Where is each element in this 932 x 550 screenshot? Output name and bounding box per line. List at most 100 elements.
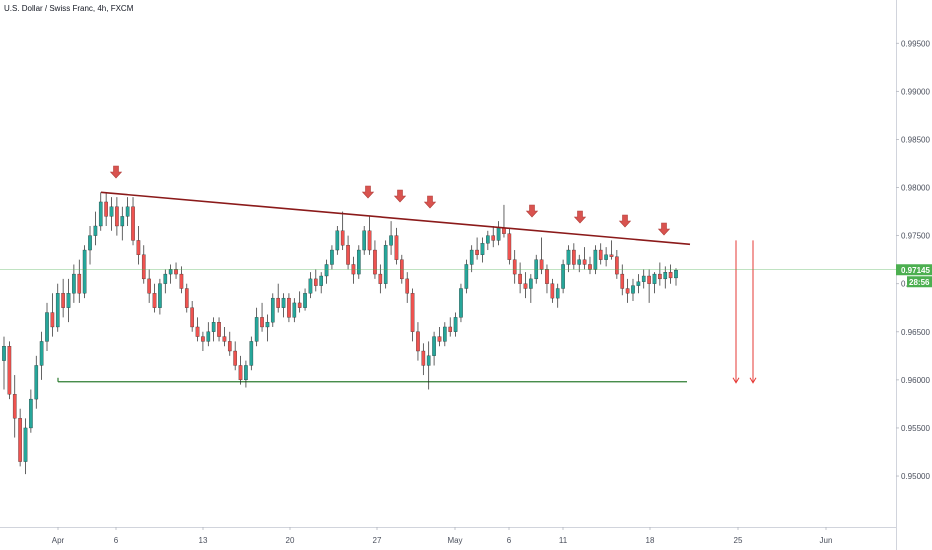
time-tick-label: 18 xyxy=(646,536,655,545)
candle xyxy=(383,240,388,289)
current-price-tag: 0.97145 xyxy=(896,264,932,276)
candle xyxy=(625,278,630,303)
candle xyxy=(550,278,555,303)
candle xyxy=(292,298,297,323)
candle xyxy=(362,225,367,255)
candle xyxy=(346,235,350,270)
candle xyxy=(45,302,49,352)
price-axis[interactable]: 0.995000.990000.985000.980000.975000.970… xyxy=(896,39,930,481)
candle xyxy=(39,331,44,380)
candle xyxy=(459,283,463,323)
candle xyxy=(72,264,76,303)
candle xyxy=(195,317,200,342)
annotations xyxy=(100,165,757,384)
resistance-line[interactable] xyxy=(100,191,691,246)
candle xyxy=(287,293,291,323)
candle xyxy=(668,264,673,284)
candle xyxy=(389,221,393,255)
candle xyxy=(518,262,522,294)
candle xyxy=(448,317,453,337)
candle xyxy=(93,211,98,246)
candle xyxy=(647,269,651,303)
candle xyxy=(104,192,108,226)
candle xyxy=(410,288,415,342)
candle xyxy=(270,293,275,327)
candle xyxy=(373,240,377,279)
candle xyxy=(238,355,243,385)
time-tick-label: Apr xyxy=(52,536,65,545)
candle xyxy=(29,389,33,433)
time-tick-label: 6 xyxy=(114,536,119,545)
candle xyxy=(330,245,334,270)
candle xyxy=(480,237,485,263)
candle xyxy=(416,322,420,361)
candle xyxy=(405,272,410,303)
candle xyxy=(222,326,227,347)
peak-marker-icon xyxy=(573,210,587,224)
candle xyxy=(577,254,582,273)
candle xyxy=(539,237,544,275)
candle xyxy=(55,283,60,332)
candle xyxy=(297,291,302,313)
candle xyxy=(125,197,130,226)
candle xyxy=(77,259,82,303)
candle xyxy=(18,408,22,467)
projection-arrow-icon xyxy=(749,240,757,384)
candle xyxy=(136,225,141,265)
candle xyxy=(582,247,587,270)
price-tick-label: 0.96000 xyxy=(901,376,930,385)
candle xyxy=(152,283,157,313)
candle xyxy=(378,264,383,294)
candle xyxy=(432,331,436,366)
candle xyxy=(147,269,151,303)
candle xyxy=(190,301,194,332)
candle xyxy=(464,259,469,294)
candle xyxy=(174,262,178,279)
candle xyxy=(523,272,528,299)
candle xyxy=(566,245,571,273)
candle xyxy=(534,254,539,284)
candle xyxy=(491,225,496,248)
candle xyxy=(502,204,506,238)
candle xyxy=(34,355,39,409)
candle xyxy=(98,192,103,231)
candle xyxy=(163,269,168,294)
candle xyxy=(82,245,87,299)
candle xyxy=(66,278,71,323)
candle xyxy=(217,317,221,342)
time-axis[interactable]: Apr 6 13 20 27 May 6 11 18 25 Jun xyxy=(52,527,833,545)
candle xyxy=(265,314,270,342)
candle xyxy=(109,197,114,231)
candle xyxy=(50,293,55,337)
countdown-label: 28:56 xyxy=(909,278,930,287)
candle xyxy=(335,225,340,255)
peak-marker-icon xyxy=(657,222,671,236)
price-tick-label: 0.98000 xyxy=(901,184,930,193)
peak-marker-icon xyxy=(393,189,407,203)
candle xyxy=(663,266,668,289)
candle xyxy=(2,336,6,390)
candle xyxy=(443,322,447,347)
price-tick-label: 0.95500 xyxy=(901,424,930,433)
candle xyxy=(529,274,533,303)
candle xyxy=(244,360,248,388)
candle xyxy=(604,247,608,267)
price-tick-label: 0.96500 xyxy=(901,328,930,337)
candle xyxy=(588,256,592,275)
time-tick-label: 27 xyxy=(373,536,382,545)
time-tick-label: 6 xyxy=(507,536,512,545)
candle xyxy=(206,322,211,347)
candle xyxy=(211,317,216,342)
peak-marker-icon xyxy=(525,204,539,218)
candle xyxy=(233,341,237,371)
candle xyxy=(367,216,372,255)
candle xyxy=(184,283,189,313)
candle xyxy=(636,274,641,294)
chart-title: U.S. Dollar / Swiss Franc, 4h, FXCM xyxy=(4,4,134,13)
candle xyxy=(340,211,345,251)
price-tick-label: 0.95000 xyxy=(901,472,930,481)
candle xyxy=(254,307,259,347)
candle xyxy=(400,254,404,284)
candle xyxy=(496,221,501,246)
